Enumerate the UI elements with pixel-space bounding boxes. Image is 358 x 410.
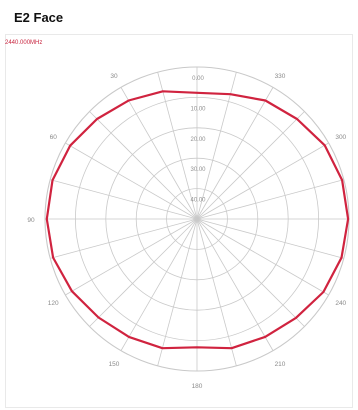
polar-chart: 0.0010.0020.0030.0040.003303002702402101… bbox=[27, 66, 350, 390]
polar-spoke-165 bbox=[196, 218, 237, 366]
polar-spoke-135 bbox=[196, 218, 305, 327]
polar-spoke-195 bbox=[157, 218, 198, 366]
polar-spoke-345 bbox=[157, 72, 198, 220]
polar-spoke-15 bbox=[196, 72, 237, 220]
polar-spoke-330 bbox=[120, 87, 198, 220]
polar-spoke-225 bbox=[89, 218, 198, 327]
plot-area: 0.0010.0020.0030.0040.003303002702402101… bbox=[5, 34, 353, 408]
angle-tick-label: 180 bbox=[192, 383, 203, 390]
polar-spoke-120 bbox=[196, 218, 329, 296]
radial-tick-label: 40.00 bbox=[190, 198, 206, 204]
angle-tick-label: 240 bbox=[335, 300, 346, 307]
polar-spoke-105 bbox=[196, 218, 344, 259]
radial-tick-label: 0.00 bbox=[192, 76, 204, 82]
chart-title: E2 Face bbox=[14, 10, 64, 25]
angle-tick-label: 90 bbox=[27, 217, 35, 224]
angle-tick-label: 60 bbox=[50, 134, 58, 141]
radial-tick-label: 10.00 bbox=[190, 106, 206, 112]
radial-tick-label: 20.00 bbox=[190, 137, 206, 143]
series-trace bbox=[45, 90, 350, 350]
angle-tick-label: 120 bbox=[48, 300, 59, 307]
polar-spoke-240 bbox=[65, 218, 198, 296]
angle-tick-label: 150 bbox=[109, 361, 120, 368]
angle-tick-label: 330 bbox=[275, 73, 286, 80]
polar-spoke-150 bbox=[196, 218, 274, 351]
polar-spoke-285 bbox=[50, 179, 198, 220]
polar-spoke-300 bbox=[65, 142, 198, 220]
polar-spoke-30 bbox=[196, 87, 274, 220]
angle-tick-label: 300 bbox=[335, 134, 346, 141]
radial-tick-label: 30.00 bbox=[190, 167, 206, 173]
polar-spoke-60 bbox=[196, 142, 329, 220]
polar-spoke-45 bbox=[196, 111, 305, 220]
angle-tick-label: 30 bbox=[110, 73, 118, 80]
frequency-label: 2440.000MHz bbox=[5, 40, 43, 46]
polar-spoke-210 bbox=[120, 218, 198, 351]
polar-spoke-255 bbox=[50, 218, 198, 259]
polar-spoke-315 bbox=[89, 111, 198, 220]
polar-spoke-75 bbox=[196, 179, 344, 220]
angle-tick-label: 210 bbox=[275, 361, 286, 368]
